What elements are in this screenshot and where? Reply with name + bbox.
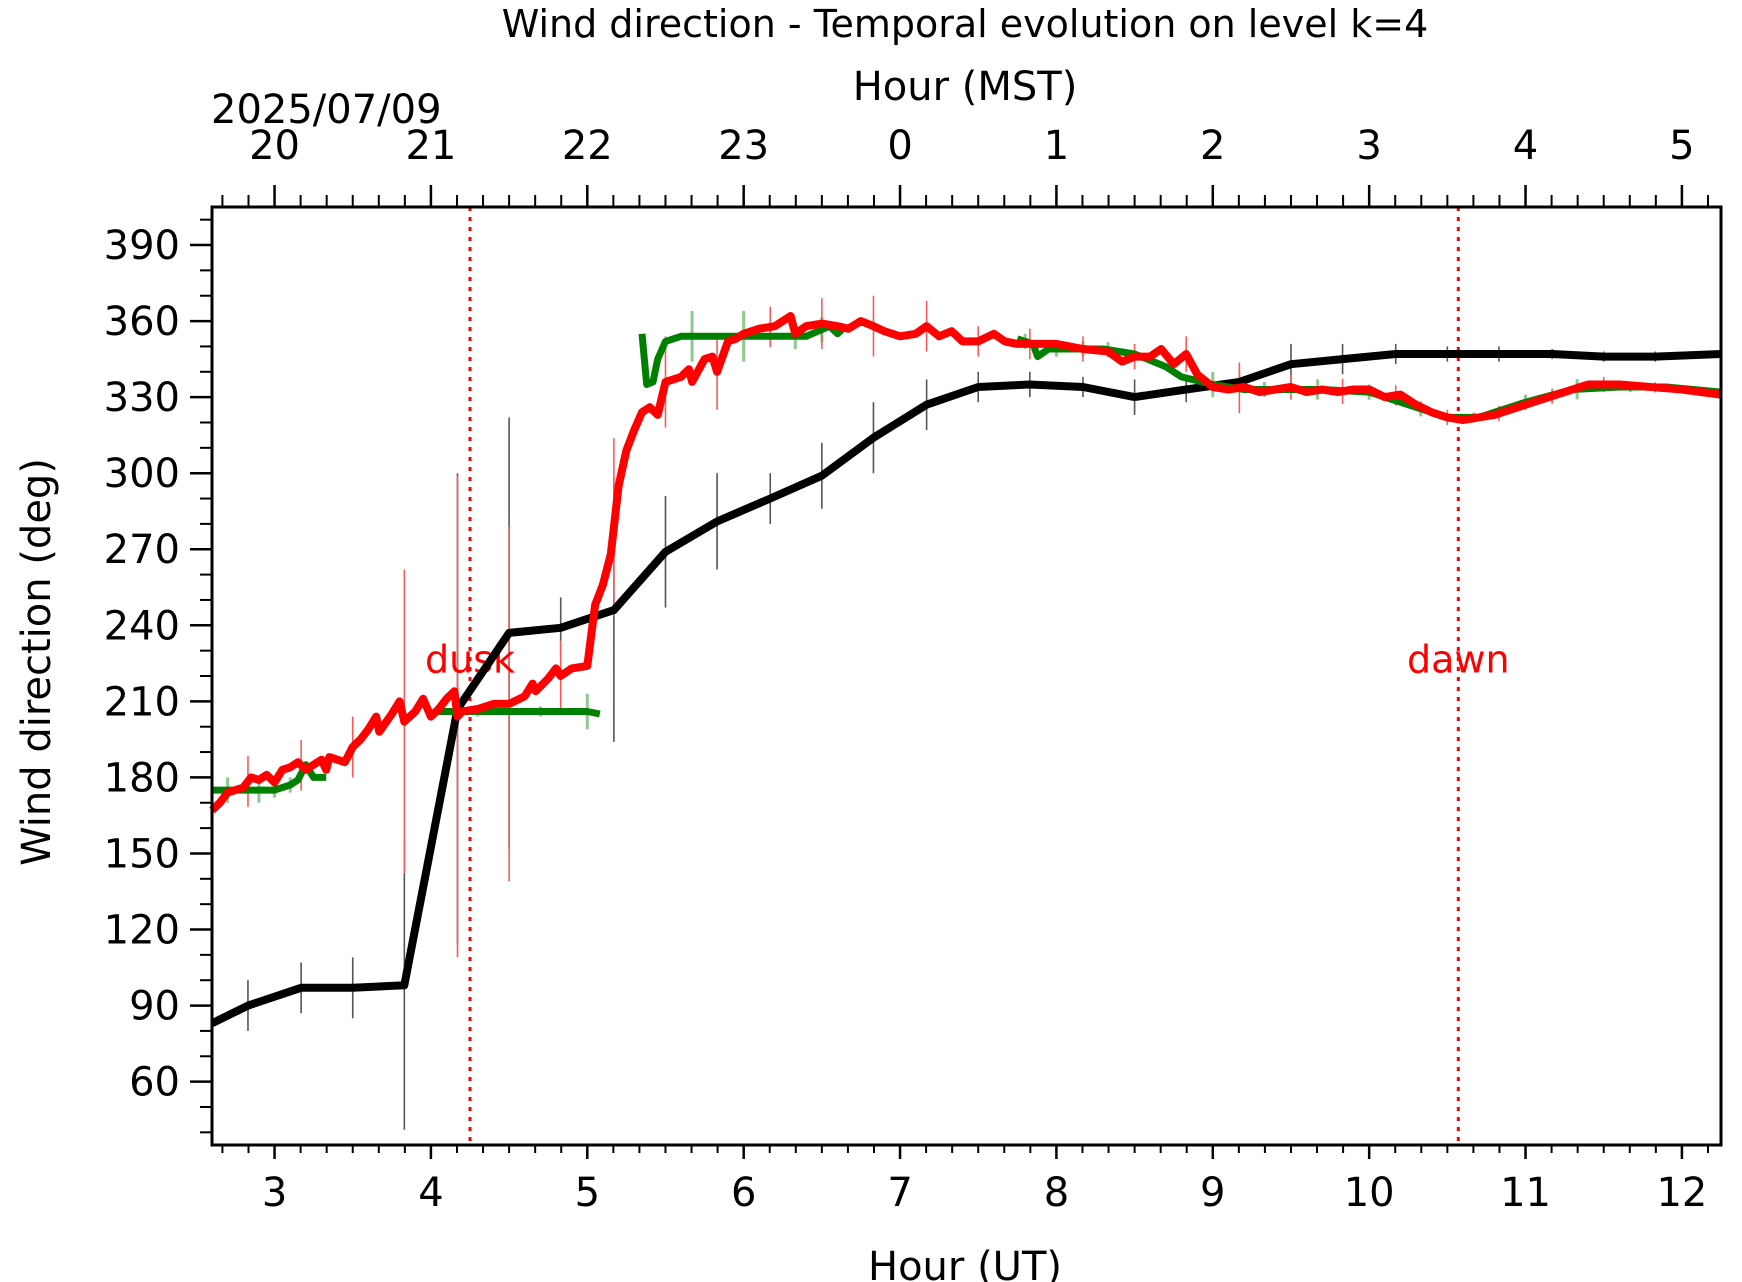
series-lines: [209, 312, 1722, 1027]
y-tick-label: 120: [104, 908, 180, 954]
chart-title: Wind direction - Temporal evolution on l…: [502, 2, 1429, 46]
x-tick-label: 11: [1500, 1170, 1551, 1216]
y-tick-label: 240: [104, 603, 180, 649]
dawn-label: dawn: [1407, 637, 1510, 681]
x2-tick-label: 20: [249, 123, 300, 169]
x-tick-label: 5: [575, 1170, 600, 1216]
x-tick-label: 7: [887, 1170, 912, 1216]
y-tick-label: 360: [104, 299, 180, 345]
x2-tick-label: 4: [1513, 123, 1538, 169]
y-tick-label: 150: [104, 831, 180, 877]
date-label: 2025/07/09: [211, 87, 442, 133]
x-axis-label: Hour (UT): [868, 1244, 1062, 1282]
x2-tick-label: 22: [562, 123, 613, 169]
x-tick-label: 3: [262, 1170, 287, 1216]
x2-tick-label: 23: [718, 123, 769, 169]
top-axis-label: Hour (MST): [853, 64, 1078, 110]
x2-tick-label: 0: [887, 123, 912, 169]
y-tick-label: 390: [104, 223, 180, 269]
x-tick-label: 6: [731, 1170, 756, 1216]
y-tick-label: 330: [104, 375, 180, 421]
x2-tick-label: 1: [1044, 123, 1069, 169]
y-tick-label: 270: [104, 527, 180, 573]
y-tick-label: 300: [104, 451, 180, 497]
x-tick-label: 10: [1344, 1170, 1395, 1216]
y-tick-label: 60: [129, 1060, 180, 1106]
x2-tick-label: 2: [1200, 123, 1225, 169]
series-line-2-0: [209, 312, 1722, 814]
series-line-0-0: [210, 350, 1722, 1027]
y-tick-label: 180: [104, 755, 180, 801]
x2-tick-label: 3: [1356, 123, 1381, 169]
y-tick-label: 90: [129, 984, 180, 1030]
plot-frame: [210, 205, 1723, 1147]
y-tick-label: 210: [104, 679, 180, 725]
x-tick-label: 8: [1044, 1170, 1069, 1216]
x-tick-label: 4: [418, 1170, 443, 1216]
y-axis-label: Wind direction (deg): [14, 458, 60, 866]
x-tick-label: 9: [1200, 1170, 1225, 1216]
series-line-1-0: [212, 761, 327, 794]
x2-tick-label: 5: [1669, 123, 1694, 169]
x2-tick-label: 21: [405, 123, 456, 169]
x-tick-label: 12: [1656, 1170, 1707, 1216]
